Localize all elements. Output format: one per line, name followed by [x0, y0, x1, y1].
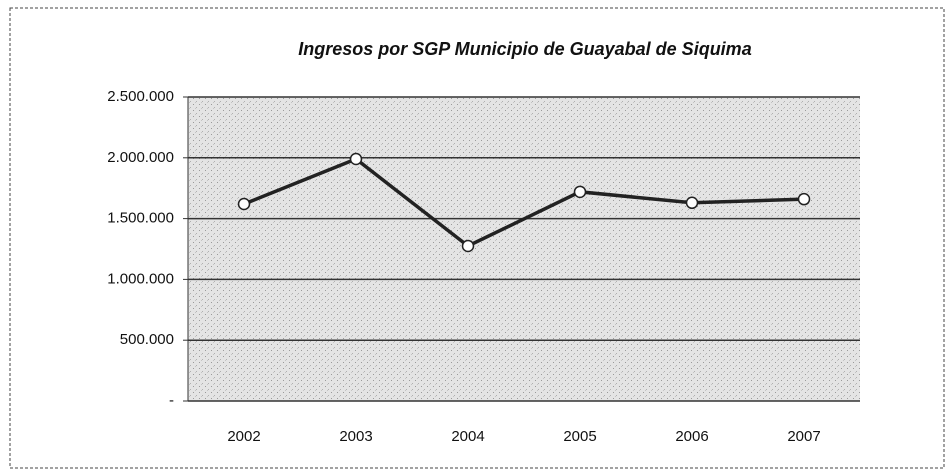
- y-tick-label: 2.000.000: [107, 149, 174, 166]
- y-tick-label: -: [169, 392, 174, 409]
- x-tick-label: 2006: [675, 428, 708, 445]
- line: [243, 157, 805, 249]
- plot-area: [188, 97, 860, 401]
- chart-title: Ingresos por SGP Municipio de Guayabal d…: [298, 39, 751, 59]
- y-tick-label: 1.000.000: [107, 270, 174, 287]
- x-tick-label: 2007: [787, 428, 820, 445]
- x-tick-label: 2003: [339, 428, 372, 445]
- y-tick-label: 1.500.000: [107, 210, 174, 227]
- y-tick-label: 2.500.000: [107, 88, 174, 105]
- point: [237, 197, 251, 211]
- point: [349, 152, 363, 166]
- point: [685, 196, 699, 210]
- y-tick-label: 500.000: [120, 331, 174, 348]
- point: [461, 239, 475, 253]
- point: [573, 185, 587, 199]
- x-tick-label: 2002: [227, 428, 260, 445]
- x-tick-label: 2005: [563, 428, 596, 445]
- point: [797, 192, 811, 206]
- x-tick-label: 2004: [451, 428, 484, 445]
